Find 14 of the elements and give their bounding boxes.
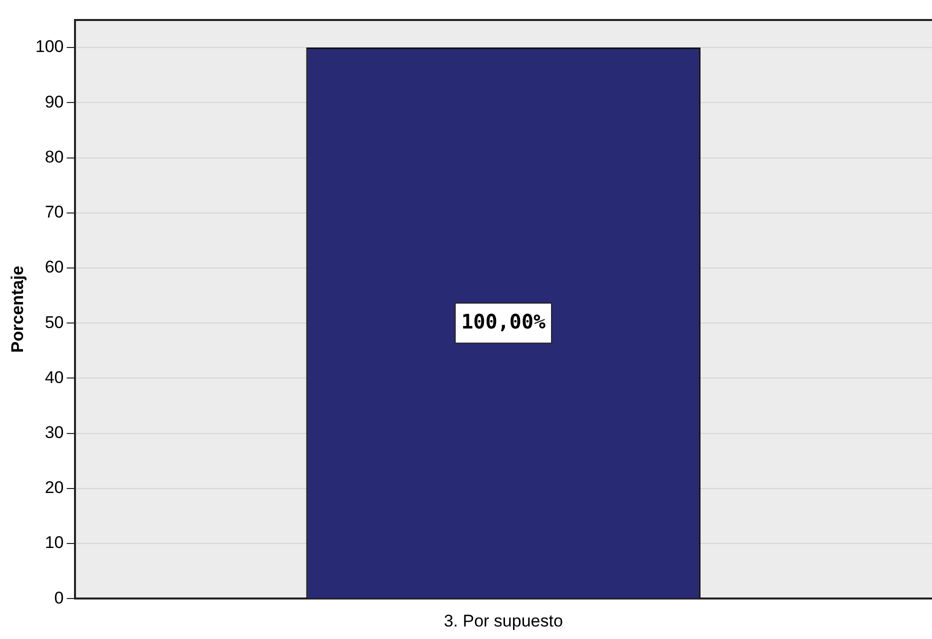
y-tick-label: 10 [44,533,64,552]
y-tick-label: 80 [44,147,64,166]
y-tick-label: 70 [44,202,64,222]
y-tick-label: 40 [44,368,64,387]
y-tick-label: 90 [44,92,64,112]
y-tick-label: 0 [54,588,64,608]
y-tick-label: 100 [35,37,64,56]
data-label: 100,00% [461,309,546,334]
y-tick-label: 50 [44,312,64,332]
y-tick-label: 30 [44,422,64,442]
y-tick-label: 20 [44,478,64,498]
x-tick-label: 3. Por supuesto [444,611,563,630]
y-axis-title: Porcentaje [8,266,27,353]
y-tick-label: 60 [44,258,64,277]
